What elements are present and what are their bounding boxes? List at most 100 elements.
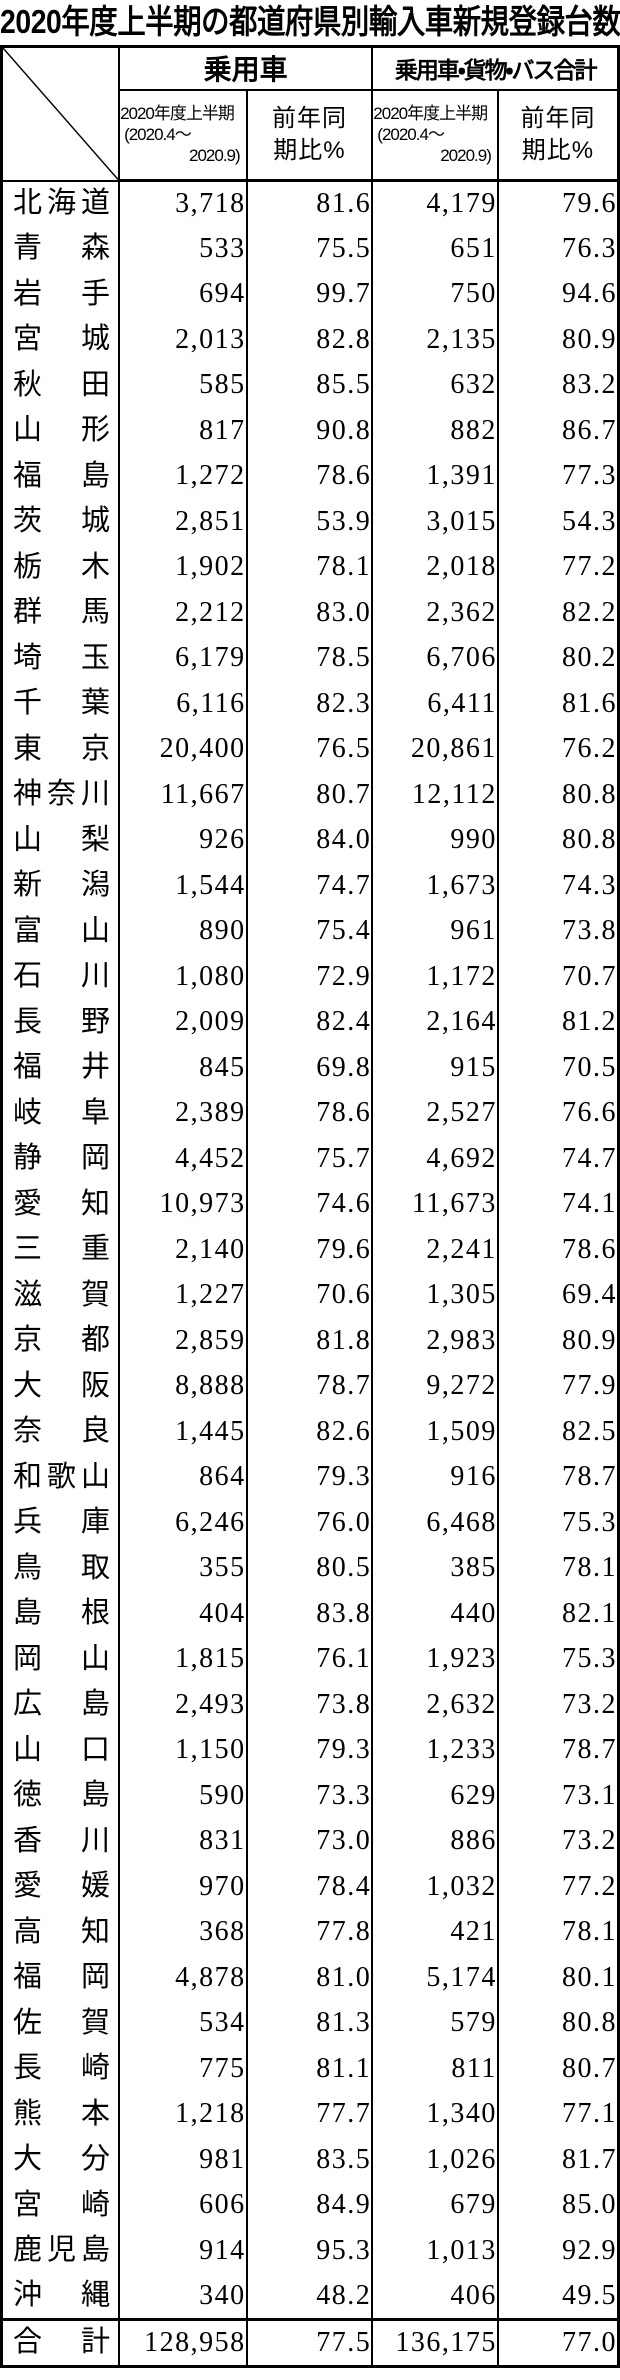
passenger-count-cell: 340 (118, 2273, 248, 2319)
total-yoy-cell: 69.4 (496, 1272, 620, 1318)
total-yoy-cell: 83.2 (496, 362, 620, 408)
total-yoy-cell: 85.0 (496, 2182, 620, 2228)
passenger-yoy-cell: 79.6 (245, 1227, 374, 1273)
table-row: 岩手 694 99.7 750 94.6 (0, 271, 620, 317)
pref-name-cell: 奈良 (0, 1409, 121, 1455)
passenger-yoy-cell: 79.3 (245, 1454, 374, 1500)
passenger-count-cell: 1,902 (118, 544, 248, 590)
total-yoy-cell: 80.8 (496, 2000, 620, 2046)
passenger-count-cell: 8,888 (118, 1363, 248, 1409)
total-count-cell: 915 (371, 1045, 499, 1091)
total-count-cell: 961 (371, 908, 499, 954)
table-row: 福岡 4,878 81.0 5,174 80.1 (0, 1955, 620, 2001)
total-yoy-cell: 49.5 (496, 2273, 620, 2319)
group-header-passenger: 乗用車 (118, 46, 374, 91)
passenger-count-cell: 606 (118, 2182, 248, 2228)
total-count-cell: 12,112 (371, 772, 499, 818)
total-count-cell: 916 (371, 1454, 499, 1500)
group-header-row: 乗用車 乗用車・貨物・バス合計 (0, 46, 620, 182)
passenger-yoy-cell: 70.6 (245, 1272, 374, 1318)
passenger-count-cell: 845 (118, 1045, 248, 1091)
diagonal-corner-cell (0, 46, 121, 182)
pref-name-cell: 長崎 (0, 2046, 121, 2092)
passenger-yoy-cell: 78.6 (245, 1090, 374, 1136)
total-count-cell: 1,172 (371, 954, 499, 1000)
total-yoy-cell: 70.5 (496, 1045, 620, 1091)
pref-name-cell: 兵庫 (0, 1500, 121, 1546)
table-row: 滋賀 1,227 70.6 1,305 69.4 (0, 1272, 620, 1318)
passenger-yoy-cell: 77.7 (245, 2091, 374, 2137)
table-row: 愛媛 970 78.4 1,032 77.2 (0, 1864, 620, 1910)
total-yoy-cell: 80.8 (496, 772, 620, 818)
pref-name-cell: 山形 (0, 408, 121, 454)
passenger-yoy-cell: 82.6 (245, 1409, 374, 1455)
total-label-cell: 合計 (0, 2317, 121, 2366)
passenger-yoy-cell: 72.9 (245, 954, 374, 1000)
total-count-cell: 440 (371, 1591, 499, 1637)
total-count-cell: 679 (371, 2182, 499, 2228)
passenger-count-cell: 534 (118, 2000, 248, 2046)
pref-name-cell: 福岡 (0, 1955, 121, 2001)
table-row: 東京 20,400 76.5 20,861 76.2 (0, 726, 620, 772)
table-row: 岐阜 2,389 78.6 2,527 76.6 (0, 1090, 620, 1136)
passenger-yoy-cell: 81.8 (245, 1318, 374, 1364)
diagonal-line-icon (3, 48, 118, 180)
table-row: 長野 2,009 82.4 2,164 81.2 (0, 999, 620, 1045)
total-count-cell: 579 (371, 2000, 499, 2046)
passenger-yoy-cell: 81.0 (245, 1955, 374, 2001)
table-row: 青森 533 75.5 651 76.3 (0, 226, 620, 272)
pref-name-cell: 千葉 (0, 681, 121, 727)
pref-name-cell: 東京 (0, 726, 121, 772)
pref-name-cell: 静岡 (0, 1136, 121, 1182)
total-yoy-cell: 77.9 (496, 1363, 620, 1409)
passenger-yoy-cell: 80.5 (245, 1545, 374, 1591)
passenger-yoy-cell: 53.9 (245, 499, 374, 545)
passenger-count-cell: 2,851 (118, 499, 248, 545)
total-yoy-cell: 81.7 (496, 2137, 620, 2183)
total-yoy-cell: 74.1 (496, 1181, 620, 1227)
passenger-count-cell: 2,389 (118, 1090, 248, 1136)
table-row: 佐賀 534 81.3 579 80.8 (0, 2000, 620, 2046)
passenger-count-cell: 775 (118, 2046, 248, 2092)
total-count-cell: 2,632 (371, 1682, 499, 1728)
total-yoy-cell: 73.8 (496, 908, 620, 954)
passenger-count-cell: 970 (118, 1864, 248, 1910)
passenger-count-cell: 20,400 (118, 726, 248, 772)
total-count-cell: 4,692 (371, 1136, 499, 1182)
total-yoy-cell: 77.2 (496, 1864, 620, 1910)
passenger-count-cell: 2,013 (118, 317, 248, 363)
pref-name-cell: 茨城 (0, 499, 121, 545)
passenger-count-cell: 6,246 (118, 1500, 248, 1546)
table-row: 富山 890 75.4 961 73.8 (0, 908, 620, 954)
table-row: 茨城 2,851 53.9 3,015 54.3 (0, 499, 620, 545)
total-count-cell: 1,509 (371, 1409, 499, 1455)
passenger-yoy-cell: 78.7 (245, 1363, 374, 1409)
pref-name-cell: 神奈川 (0, 772, 121, 818)
sub-header-passenger-yoy: 前年同 期比% (245, 89, 374, 182)
total-yoy-cell: 80.9 (496, 317, 620, 363)
passenger-yoy-cell: 75.7 (245, 1136, 374, 1182)
table-row: 大分 981 83.5 1,026 81.7 (0, 2137, 620, 2183)
total-yoy-cell: 75.3 (496, 1636, 620, 1682)
passenger-count-cell: 1,272 (118, 453, 248, 499)
passenger-yoy-cell: 84.0 (245, 817, 374, 863)
passenger-yoy-cell: 77.5 (245, 2317, 374, 2366)
table-row: 徳島 590 73.3 629 73.1 (0, 1773, 620, 1819)
pref-name-cell: 長野 (0, 999, 121, 1045)
passenger-count-cell: 914 (118, 2228, 248, 2274)
total-yoy-cell: 80.7 (496, 2046, 620, 2092)
total-yoy-cell: 78.7 (496, 1454, 620, 1500)
passenger-yoy-cell: 73.8 (245, 1682, 374, 1728)
sub-header-total-period: 2020年度上半期 (2020.4～ 2020.9) (371, 89, 499, 182)
table-row: 高知 368 77.8 421 78.1 (0, 1909, 620, 1955)
table-row: 熊本 1,218 77.7 1,340 77.1 (0, 2091, 620, 2137)
total-count-cell: 4,179 (371, 180, 499, 226)
passenger-count-cell: 1,227 (118, 1272, 248, 1318)
total-yoy-cell: 76.2 (496, 726, 620, 772)
table-row: 広島 2,493 73.8 2,632 73.2 (0, 1682, 620, 1728)
total-count-cell: 421 (371, 1909, 499, 1955)
pref-name-cell: 栃木 (0, 544, 121, 590)
total-yoy-cell: 76.3 (496, 226, 620, 272)
total-yoy-cell: 78.1 (496, 1545, 620, 1591)
pref-name-cell: 香川 (0, 1818, 121, 1864)
